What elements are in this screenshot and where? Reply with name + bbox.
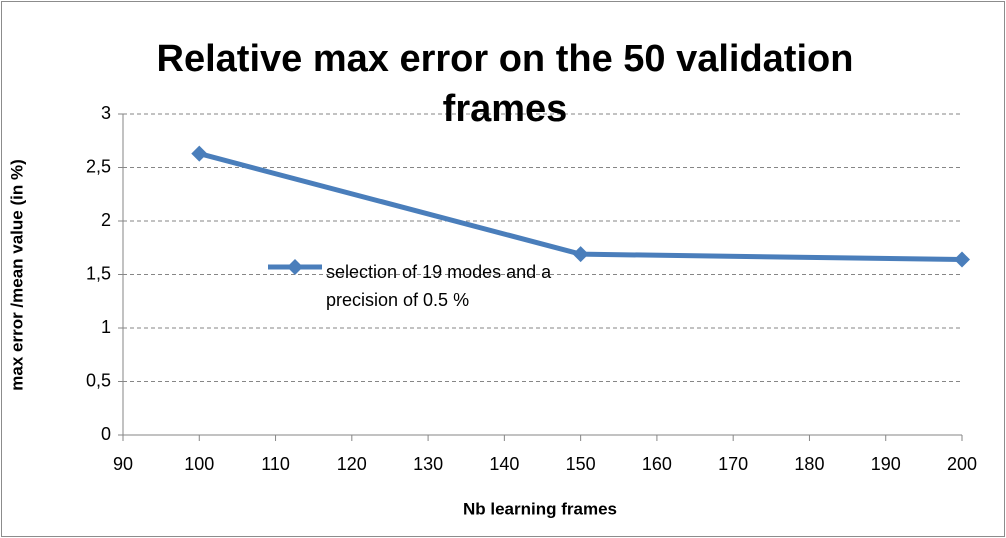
chart-title: Relative max error on the 50 validation … (156, 38, 854, 130)
y-tick-label: 1,5 (86, 263, 111, 283)
x-tick-label: 170 (718, 454, 748, 474)
y-tick-label: 0,5 (86, 370, 111, 390)
x-tick-label: 200 (947, 454, 977, 474)
x-tick-label: 110 (261, 454, 290, 474)
legend-marker (287, 259, 303, 275)
x-tick-label: 180 (794, 454, 824, 474)
x-tick-label: 150 (566, 454, 596, 474)
data-point (954, 251, 970, 268)
y-tick-label: 3 (101, 103, 111, 123)
x-tick-label: 90 (113, 454, 133, 474)
y-tick-label: 2,5 (86, 156, 111, 176)
y-tick-label: 0 (101, 424, 111, 444)
data-point (572, 246, 589, 263)
y-tick-label: 1 (101, 317, 111, 337)
x-tick-label: 130 (413, 454, 443, 474)
x-tick-label: 190 (871, 454, 901, 474)
legend-label: selection of 19 modes and a precision of… (326, 262, 552, 310)
x-tick-label: 140 (489, 454, 519, 474)
x-tick-label: 160 (642, 454, 672, 474)
y-tick-label: 2 (101, 210, 111, 230)
y-axis-label: max error /mean value (in %) (7, 159, 26, 390)
data-point (191, 145, 208, 162)
x-tick-label: 100 (184, 454, 214, 474)
x-axis-label: Nb learning frames (463, 499, 617, 518)
x-tick-label: 120 (337, 454, 367, 474)
